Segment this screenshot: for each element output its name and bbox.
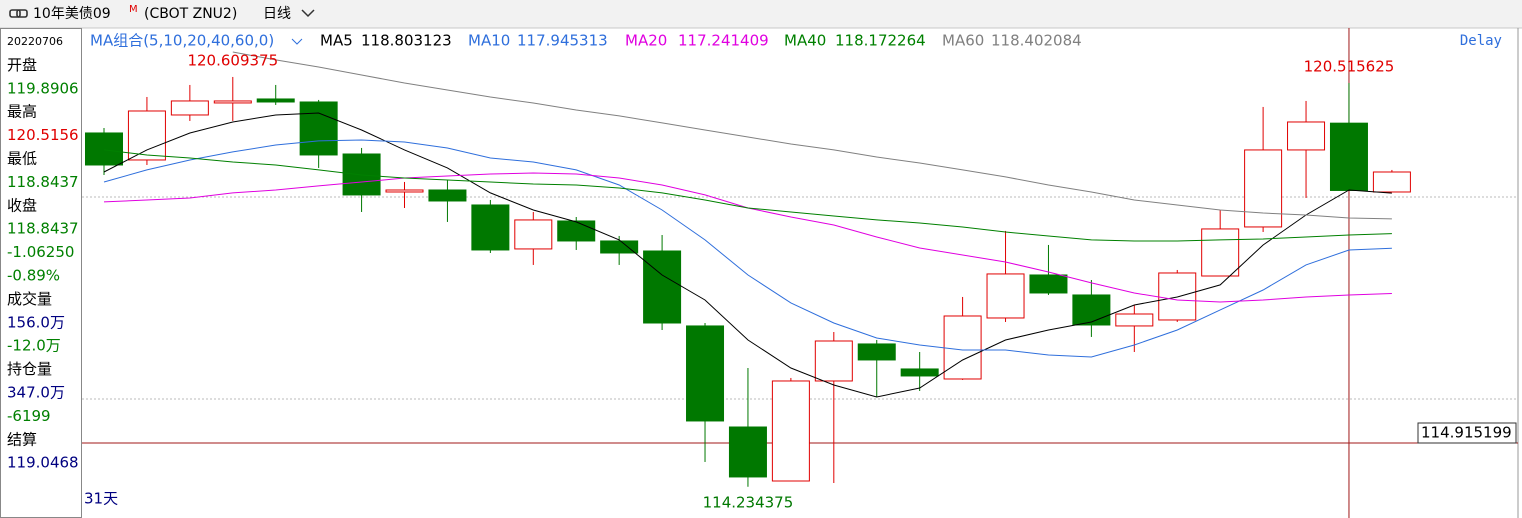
candle-body [728, 426, 767, 478]
candle-body [299, 101, 338, 156]
candle-body [514, 219, 553, 250]
candle-body [814, 340, 853, 382]
info-item: 开盘 [7, 56, 37, 74]
info-item: 118.8437 [7, 173, 79, 191]
candle-body [1287, 121, 1326, 151]
candle-body [1158, 272, 1197, 321]
period-chevron[interactable] [301, 9, 315, 18]
candle-body [1372, 171, 1411, 193]
candle-body [1029, 274, 1068, 294]
info-item: 347.0万 [7, 384, 65, 402]
span-label: 31天 [84, 490, 118, 508]
candle-body [85, 132, 123, 166]
info-item: -0.89% [7, 267, 60, 285]
candle-body [213, 100, 252, 104]
info-item: 成交量 [7, 290, 52, 308]
ma-line [103, 172, 1392, 303]
info-item: 最高 [7, 103, 37, 121]
info-panel [0, 28, 82, 518]
crosshair-label-box [1417, 422, 1517, 444]
legend-value: 118.402084 [991, 32, 1082, 50]
info-item: 118.8437 [7, 220, 79, 238]
candle-body [1115, 313, 1154, 327]
extreme-label: 114.234375 [703, 493, 794, 511]
candle-body [986, 273, 1025, 319]
legend-value: 118.172264 [835, 32, 926, 50]
link-icon[interactable] [9, 9, 28, 18]
candle-body [385, 189, 424, 193]
candle-body [471, 204, 510, 251]
info-item: 120.5156 [7, 126, 79, 144]
extreme-label: 120.609375 [187, 51, 278, 69]
ma-line [232, 51, 1392, 220]
candle-body [1072, 294, 1111, 326]
legend-name: MA60 [942, 32, 984, 50]
ma-line [103, 149, 1392, 242]
instrument-code: (CBOT ZNU2) [144, 6, 237, 22]
legend-name: MA5 [320, 32, 353, 50]
legend-name: MA20 [625, 32, 667, 50]
candle-body [600, 240, 639, 254]
info-item: -1.06250 [7, 243, 74, 261]
candle-body [1201, 228, 1240, 277]
candle-body [170, 100, 209, 116]
candle-body [900, 368, 939, 377]
legend-name: MA10 [468, 32, 510, 50]
candle-body [127, 110, 166, 161]
candle-body [686, 325, 725, 422]
instrument-name: 10年美债09 [33, 6, 111, 22]
ma-line [103, 112, 1392, 398]
candle-body [857, 343, 896, 361]
candle-body [428, 189, 467, 202]
feed-status: Delay [1460, 33, 1502, 49]
extreme-label: 120.515625 [1304, 57, 1395, 75]
period-selector[interactable]: 日线 [263, 6, 291, 22]
info-item: 20220706 [7, 35, 63, 48]
candle-body [1329, 122, 1368, 191]
ma-line [103, 139, 1392, 358]
legend-value: 118.803123 [361, 32, 452, 50]
legend-chevron [291, 38, 303, 45]
info-item: 119.0468 [7, 454, 79, 472]
candle-body [771, 380, 810, 482]
info-item: 持仓量 [7, 360, 52, 378]
info-item: 119.8906 [7, 79, 79, 97]
instrument-badge: M [129, 4, 138, 15]
info-item: 结算 [7, 430, 37, 448]
candle-body [1244, 149, 1283, 228]
candle-body [256, 98, 295, 103]
info-item: -12.0万 [7, 337, 61, 355]
candle-body [643, 250, 682, 324]
info-item: -6199 [7, 407, 51, 425]
header-bar [0, 0, 1522, 28]
info-item: 最低 [7, 150, 37, 168]
legend-name: MA40 [784, 32, 826, 50]
candle-body [943, 315, 982, 380]
info-item: 收盘 [7, 196, 37, 214]
candle-body [557, 220, 596, 242]
legend-value: 117.241409 [678, 32, 769, 50]
legend-title[interactable]: MA组合(5,10,20,40,60,0) [90, 32, 274, 50]
legend-value: 117.945313 [517, 32, 608, 50]
candle-body [342, 153, 381, 196]
info-item: 156.0万 [7, 313, 65, 331]
crosshair-label: 114.915199 [1421, 423, 1512, 441]
